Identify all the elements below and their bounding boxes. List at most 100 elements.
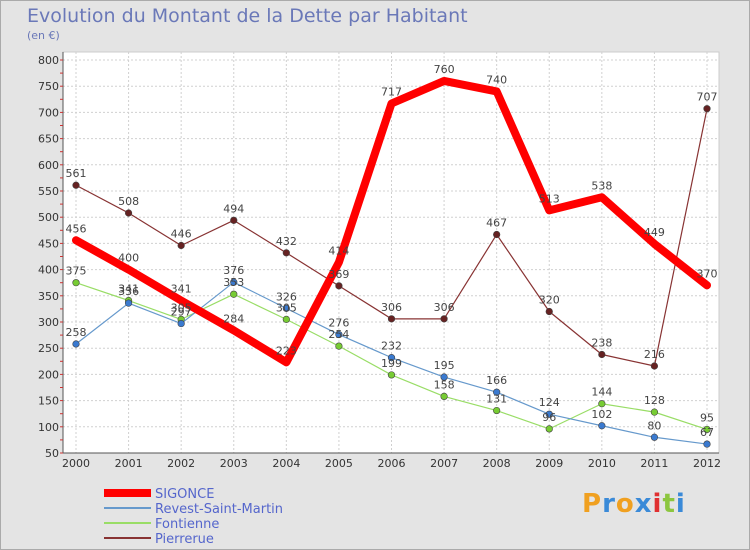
legend-label: SIGONCE (155, 487, 214, 502)
x-tick-label: 2003 (220, 457, 248, 470)
data-label: 508 (118, 195, 139, 208)
data-label: 414 (328, 244, 349, 257)
y-tick-label: 300 (38, 316, 59, 329)
data-point (335, 282, 343, 290)
data-label: 513 (539, 192, 560, 205)
data-point (282, 304, 290, 312)
data-point (598, 350, 606, 359)
y-tick-label: 550 (38, 185, 59, 198)
data-label: 494 (223, 202, 244, 215)
data-label: 95 (700, 411, 714, 424)
x-tick-label: 2005 (325, 457, 353, 470)
data-label: 195 (434, 359, 455, 372)
data-label: 306 (381, 301, 402, 314)
data-label: 144 (591, 386, 612, 399)
legend-label: Pierrerue (155, 532, 214, 547)
data-label: 80 (647, 419, 661, 432)
logo-letter: r (602, 489, 616, 519)
logo-letter: i (675, 489, 686, 519)
data-point (545, 410, 553, 418)
data-label: 223 (276, 344, 297, 357)
x-tick-label: 2001 (115, 457, 143, 470)
data-label: 449 (644, 226, 665, 239)
y-tick-label: 50 (45, 447, 59, 460)
data-point (387, 371, 396, 379)
y-tick-label: 150 (38, 395, 59, 408)
data-label: 707 (697, 91, 718, 104)
data-label: 284 (223, 312, 244, 325)
data-point (440, 373, 448, 381)
logo-letter: o (615, 489, 635, 519)
data-label: 254 (328, 328, 349, 341)
data-label: 238 (591, 336, 612, 349)
data-point (493, 406, 501, 415)
data-point (230, 290, 238, 298)
data-label: 432 (276, 235, 297, 248)
data-label: 341 (118, 283, 139, 296)
y-tick-label: 100 (38, 421, 59, 434)
chart-subtitle: (en €) (27, 29, 60, 42)
logo-letter: P (582, 489, 603, 519)
data-label: 102 (591, 408, 612, 421)
y-tick-label: 350 (38, 290, 59, 303)
data-point (650, 433, 659, 441)
data-point (72, 181, 80, 189)
y-tick-label: 500 (38, 211, 59, 224)
data-point (703, 105, 711, 113)
data-point (72, 279, 80, 287)
data-label: 400 (118, 252, 139, 265)
data-label: 446 (171, 227, 192, 240)
data-point (650, 362, 659, 370)
data-label: 199 (381, 357, 402, 370)
data-label: 128 (644, 394, 665, 407)
data-label: 96 (542, 411, 556, 424)
logo-letter: x (634, 489, 653, 519)
x-tick-label: 2002 (167, 457, 195, 470)
data-label: 158 (434, 378, 455, 391)
data-point (387, 354, 396, 362)
data-label: 67 (700, 426, 714, 439)
x-tick-label: 2004 (272, 457, 300, 470)
data-label: 232 (381, 340, 402, 353)
data-label: 276 (328, 317, 349, 330)
data-label: 467 (486, 216, 507, 229)
logo-letter: t (662, 489, 676, 519)
data-point (598, 400, 606, 408)
data-label: 341 (171, 283, 192, 296)
y-tick-label: 450 (38, 237, 59, 250)
data-label: 216 (644, 348, 665, 361)
data-point (335, 330, 343, 339)
data-point (177, 319, 185, 328)
y-tick-label: 200 (38, 368, 59, 381)
series-line-sigonce (72, 76, 711, 367)
x-tick-label: 2012 (693, 457, 721, 470)
data-label: 353 (223, 276, 244, 289)
data-point (335, 342, 343, 350)
x-tick-label: 2006 (378, 457, 406, 470)
data-label: 305 (276, 301, 297, 314)
data-label: 306 (434, 301, 455, 314)
data-point (493, 230, 501, 239)
data-label: 456 (66, 222, 87, 235)
chart-title: Evolution du Montant de la Dette par Hab… (27, 5, 468, 27)
data-point (230, 278, 238, 286)
x-tick-label: 2000 (62, 457, 90, 470)
data-point (387, 315, 396, 323)
data-point (493, 388, 501, 396)
data-point (545, 425, 553, 433)
data-label: 561 (66, 167, 87, 180)
y-tick-label: 800 (38, 54, 59, 67)
data-point (124, 299, 133, 307)
data-point (124, 209, 133, 217)
data-label: 740 (486, 73, 507, 86)
data-label: 760 (434, 63, 455, 76)
y-tick-label: 650 (38, 133, 59, 146)
data-label: 320 (539, 294, 560, 307)
x-tick-label: 2010 (588, 457, 616, 470)
data-point (598, 422, 606, 430)
data-label: 717 (381, 85, 402, 98)
legend-label: Revest-Saint-Martin (155, 502, 283, 517)
data-label: 131 (486, 393, 507, 406)
data-point (440, 392, 448, 401)
